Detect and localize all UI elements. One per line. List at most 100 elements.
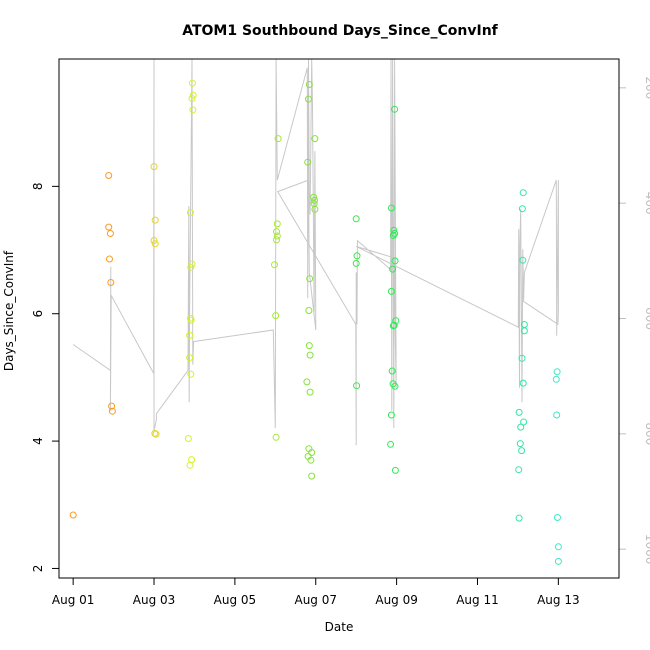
- data-point: [106, 230, 114, 237]
- x-tick-label: Aug 07: [294, 593, 337, 607]
- data-point: [184, 435, 192, 442]
- data-point: [151, 216, 159, 224]
- data-point: [187, 370, 195, 378]
- data-point: [108, 407, 116, 415]
- data-point: [520, 327, 528, 335]
- right-axis-line-layer: [72, 58, 559, 446]
- data-point: [352, 215, 360, 223]
- data-point: [518, 354, 526, 362]
- data-point: [554, 557, 562, 565]
- data-point: [305, 342, 313, 350]
- data-point: [552, 375, 560, 383]
- data-point: [311, 205, 319, 213]
- data-point: [188, 79, 196, 87]
- data-point: [389, 265, 397, 273]
- data-point: [189, 91, 197, 99]
- data-point: [107, 279, 115, 286]
- chart-title: ATOM1 Southbound Days_Since_ConvInf: [182, 23, 498, 39]
- right-tick-label: 400: [643, 192, 650, 215]
- data-point: [273, 232, 281, 240]
- data-point: [517, 423, 525, 431]
- right-tick-label: 600: [643, 307, 650, 330]
- x-tick-label: Aug 09: [375, 593, 418, 607]
- data-point: [308, 472, 316, 480]
- x-tick-label: Aug 13: [537, 593, 580, 607]
- data-point: [187, 263, 195, 271]
- data-point: [515, 408, 523, 416]
- data-point: [311, 196, 318, 204]
- data-point: [352, 259, 360, 267]
- data-point: [515, 466, 523, 474]
- data-point: [519, 379, 527, 387]
- data-point: [186, 354, 194, 362]
- data-point: [519, 189, 527, 197]
- x-tick-label: Aug 03: [133, 593, 176, 607]
- data-point: [186, 461, 194, 469]
- plot-frame: [58, 58, 620, 579]
- data-point: [108, 402, 116, 410]
- y-tick-label: 6: [31, 310, 45, 318]
- data-point: [553, 411, 561, 419]
- data-point: [188, 260, 196, 268]
- data-point: [390, 226, 398, 234]
- axes-layer: Aug 01 Aug 03 Aug 05 Aug 07 Aug 09 Aug 11 Aug …: [31, 76, 650, 607]
- data-point: [353, 382, 361, 390]
- data-point: [106, 255, 113, 263]
- data-point: [273, 228, 280, 236]
- right-tick-label: 1000: [643, 534, 650, 565]
- data-point: [518, 447, 526, 455]
- data-point: [519, 256, 527, 264]
- data-point: [188, 456, 196, 464]
- y-axis-label: Days_Since_ConvInf: [2, 250, 16, 371]
- data-point: [151, 429, 159, 437]
- data-point: [151, 240, 159, 248]
- data-point: [306, 388, 314, 396]
- data-point: [311, 135, 319, 143]
- data-point: [186, 331, 194, 339]
- data-point: [554, 514, 561, 521]
- data-point: [305, 307, 313, 314]
- y-tick-label: 2: [31, 565, 45, 573]
- data-point: [272, 433, 280, 441]
- data-point: [271, 261, 278, 269]
- data-point: [274, 135, 282, 143]
- x-tick-label: Aug 05: [214, 593, 257, 607]
- data-point: [387, 287, 395, 295]
- data-point: [391, 382, 399, 390]
- data-point: [308, 449, 316, 456]
- data-point: [307, 456, 315, 464]
- data-point: [389, 231, 397, 239]
- data-point: [388, 367, 396, 375]
- data-point: [69, 511, 77, 519]
- data-point: [515, 514, 523, 522]
- data-point: [305, 95, 312, 103]
- data-point: [189, 106, 197, 114]
- data-point: [353, 252, 361, 260]
- data-point: [553, 368, 561, 376]
- data-point: [387, 204, 395, 212]
- data-point: [391, 105, 399, 113]
- data-point: [187, 316, 195, 324]
- data-point: [272, 312, 280, 320]
- data-point: [188, 95, 196, 102]
- data-point: [150, 237, 158, 244]
- y-tick-label: 8: [31, 183, 45, 191]
- x-tick-label: Aug 11: [456, 593, 499, 607]
- data-point: [303, 378, 311, 386]
- data-point: [306, 351, 314, 359]
- data-point: [390, 321, 398, 329]
- data-point: [516, 440, 524, 448]
- data-point: [305, 81, 313, 88]
- data-point: [391, 257, 399, 265]
- data-point: [387, 440, 395, 448]
- data-point: [273, 220, 281, 228]
- data-point: [152, 430, 160, 438]
- data-point: [387, 411, 395, 419]
- data-point: [389, 322, 397, 330]
- right-tick-label: 200: [643, 76, 650, 99]
- right-tick-label: 800: [643, 422, 650, 445]
- x-tick-label: Aug 01: [52, 593, 95, 607]
- data-point: [520, 418, 528, 426]
- points-layer: [69, 79, 562, 565]
